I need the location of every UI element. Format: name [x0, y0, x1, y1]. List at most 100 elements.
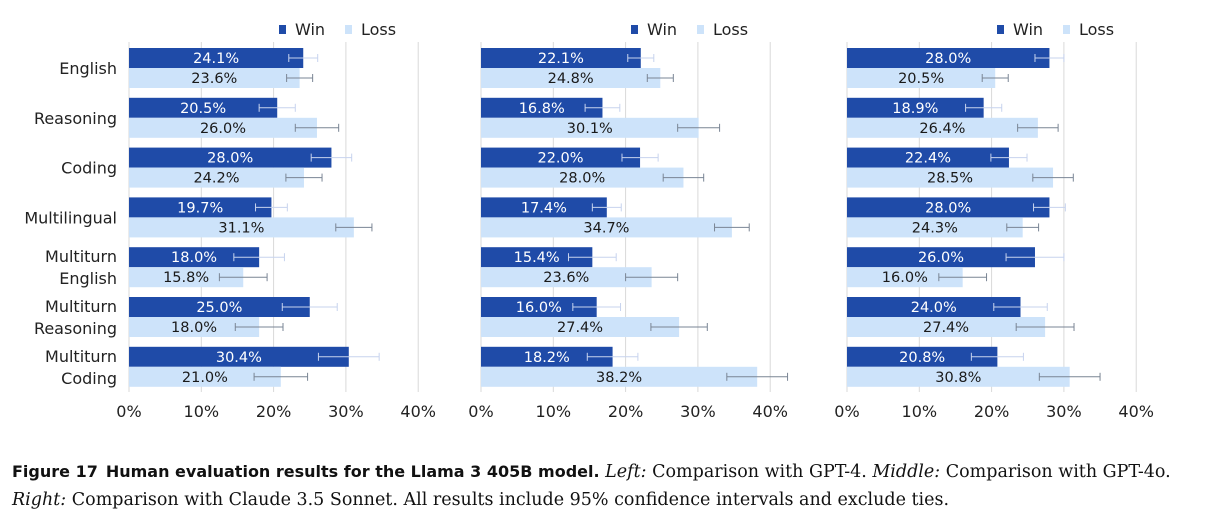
legend-loss-label: Loss: [1079, 20, 1114, 39]
data-label-win: 30.4%: [216, 350, 262, 366]
data-label-win: 24.0%: [911, 300, 957, 316]
bar-win: [847, 247, 1035, 268]
data-label-win: 28.0%: [925, 51, 971, 67]
bar-loss: [129, 366, 281, 387]
chart-panel-1: 0% 10% 20% 30% 40% Win Loss English Reasoning Cod…: [24, 20, 436, 421]
bar-win: [847, 346, 998, 367]
data-label-win: 16.8%: [519, 101, 565, 117]
caption-middle-text: Comparison with GPT-4o.: [945, 462, 1171, 482]
bar-loss: [847, 167, 1054, 188]
legend-win-swatch: [631, 25, 638, 34]
bar-win: [481, 346, 613, 367]
category-label: Reasoning: [34, 109, 117, 128]
bar-loss: [129, 68, 300, 88]
data-label-win: 20.5%: [180, 101, 226, 117]
data-label-loss: 20.5%: [898, 71, 944, 87]
x-tick-label: 40%: [400, 402, 436, 421]
legend-win-swatch: [997, 25, 1004, 34]
x-tick-label: 10%: [184, 402, 220, 421]
bar-loss: [847, 117, 1038, 138]
data-label-win: 22.1%: [538, 51, 584, 67]
bar-loss: [847, 267, 963, 288]
bar-loss: [481, 366, 758, 387]
caption-figure-number: Figure 17: [12, 462, 98, 481]
legend-loss-swatch: [1063, 25, 1070, 34]
bar-win: [481, 297, 597, 317]
legend-win-label: Win: [1013, 20, 1043, 39]
bar-loss: [481, 117, 699, 138]
data-label-loss: 30.8%: [935, 370, 981, 386]
bar-loss: [481, 217, 732, 238]
bar-win: [129, 197, 272, 218]
bar-loss: [481, 167, 684, 188]
caption-middle-label: Middle:: [872, 462, 941, 482]
data-label-loss: 30.1%: [567, 121, 613, 137]
bar-win: [481, 97, 603, 118]
category-label: Multiturn Reasoning: [34, 297, 117, 338]
x-tick-label: 20%: [974, 402, 1010, 421]
bar-win: [847, 48, 1050, 68]
data-label-loss: 31.1%: [218, 220, 264, 236]
data-label-loss: 15.8%: [163, 270, 209, 286]
data-label-win: 24.1%: [193, 51, 239, 67]
data-label-loss: 28.0%: [559, 171, 605, 187]
chart-panel-2: 0% 10% 20% 30% 40% Win Loss 22.1% 24.8% 16.8%30.1…: [468, 20, 789, 421]
caption-left-label: Left:: [605, 462, 647, 482]
category-label: English: [59, 59, 117, 78]
data-label-win: 15.4%: [514, 250, 560, 266]
caption-right-text: Comparison with Claude 3.5 Sonnet. All r…: [71, 490, 950, 510]
data-label-loss: 23.6%: [543, 270, 589, 286]
x-tick-label: 0%: [116, 402, 141, 421]
caption-right-label: Right:: [12, 490, 67, 510]
legend-loss-label: Loss: [713, 20, 748, 39]
bar-loss: [847, 217, 1023, 238]
data-label-loss: 28.5%: [927, 171, 973, 187]
data-label-win: 16.0%: [516, 300, 562, 316]
data-label-win: 28.0%: [207, 151, 253, 167]
bar-loss: [129, 317, 260, 337]
bar-win: [129, 48, 304, 68]
x-tick-label: 30%: [1046, 402, 1082, 421]
data-label-win: 18.0%: [171, 250, 217, 266]
bar-win: [129, 97, 278, 118]
caption-figure-title: Human evaluation results for the Llama 3…: [105, 462, 600, 481]
bar-win: [129, 247, 260, 268]
data-label-loss: 16.0%: [882, 270, 928, 286]
bar-win: [847, 197, 1050, 218]
bar-loss: [847, 317, 1046, 337]
bar-loss: [481, 267, 652, 288]
bar-loss: [129, 267, 244, 288]
bar-win: [847, 147, 1009, 168]
data-label-loss: 38.2%: [596, 370, 642, 386]
data-label-win: 18.2%: [524, 350, 570, 366]
legend-win-label: Win: [647, 20, 677, 39]
bar-loss: [847, 68, 996, 88]
data-label-loss: 18.0%: [171, 320, 217, 336]
bar-loss: [481, 317, 680, 337]
data-label-win: 28.0%: [925, 200, 971, 216]
data-label-loss: 24.8%: [548, 71, 594, 87]
data-label-loss: 23.6%: [191, 71, 237, 87]
x-tick-label: 40%: [752, 402, 788, 421]
data-label-loss: 21.0%: [182, 370, 228, 386]
x-tick-label: 30%: [680, 402, 716, 421]
data-label-loss: 24.2%: [193, 171, 239, 187]
data-label-win: 26.0%: [918, 250, 964, 266]
chart-panel-3: 0% 10% 20% 30% 40% Win Loss 28.0% 20.5% 18.9% 26.4…: [834, 20, 1154, 421]
x-tick-label: 10%: [902, 402, 938, 421]
data-label-win: 25.0%: [196, 300, 242, 316]
bar-win: [481, 48, 641, 68]
bar-win: [847, 97, 984, 118]
category-label: Multiturn English: [45, 247, 117, 288]
bar-win: [481, 247, 593, 268]
bar-loss: [129, 117, 317, 138]
legend-loss-swatch: [345, 25, 352, 34]
x-tick-label: 20%: [256, 402, 292, 421]
data-label-loss: 26.0%: [200, 121, 246, 137]
caption-figure-heading: Figure 17 Human evaluation results for th…: [12, 462, 600, 481]
legend-win-swatch: [279, 25, 286, 34]
bar-win: [129, 147, 332, 168]
data-label-win: 18.9%: [892, 101, 938, 117]
bar-win: [481, 147, 641, 168]
x-tick-label: 30%: [328, 402, 364, 421]
